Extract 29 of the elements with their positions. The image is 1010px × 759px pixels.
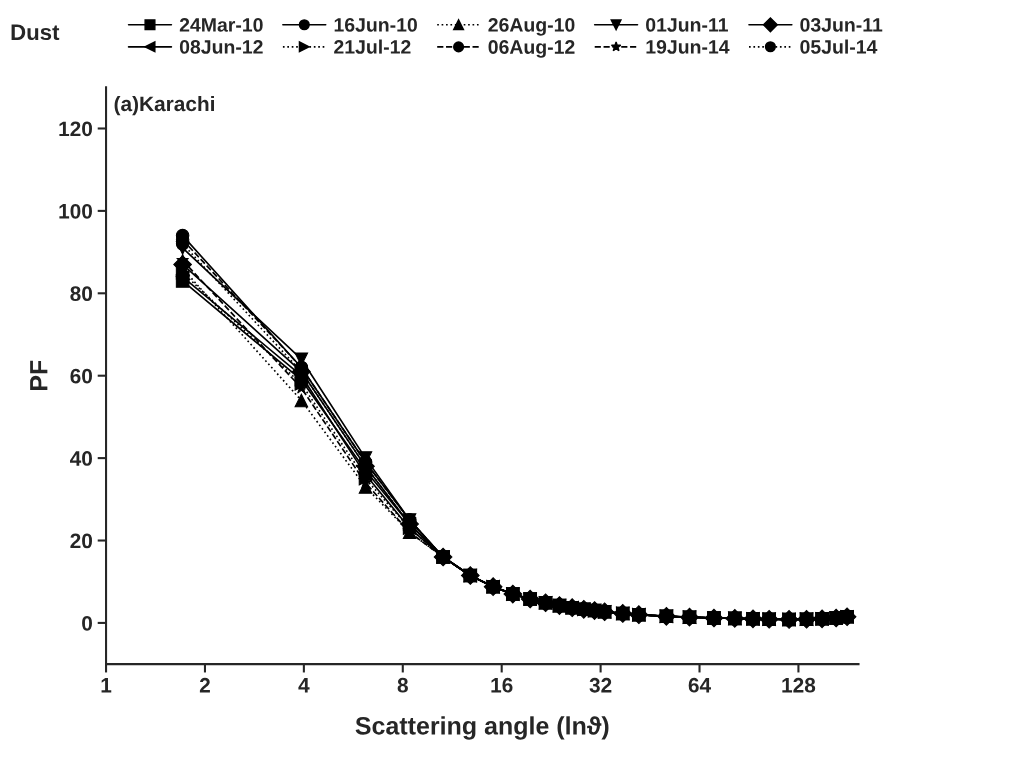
- x-tick-label: 128: [782, 677, 816, 693]
- y-tick-label: 0: [82, 615, 92, 631]
- x-tick-label: 16: [491, 677, 513, 693]
- x-tick-label: 1: [101, 678, 112, 693]
- x-tick-label: 8: [397, 677, 408, 693]
- legend-label: 21Jul-12: [334, 39, 411, 54]
- y-tick-label: 120: [59, 121, 93, 137]
- legend-label: 19Jun-14: [646, 40, 730, 54]
- legend-label: 26Aug-10: [488, 18, 575, 36]
- x-tick-label: 2: [199, 677, 210, 693]
- x-tick-label: 4: [298, 678, 310, 693]
- y-tick-label: 60: [70, 368, 92, 384]
- legend-label: 03Jun-11: [800, 18, 883, 32]
- legend-label: 08Jun-12: [179, 40, 263, 54]
- legend-label: 24Mar-10: [179, 18, 263, 32]
- y-tick-label: 100: [59, 203, 93, 219]
- x-tick-label: 32: [589, 677, 612, 693]
- legend-title: Dust: [11, 24, 60, 41]
- x-tick-label: 64: [688, 677, 711, 693]
- y-tick-label: 80: [70, 286, 92, 302]
- annotation: (a)Karachi: [114, 95, 214, 116]
- legend-label: 05Jul-14: [800, 39, 878, 54]
- legend-label: 16Jun-10: [334, 18, 417, 32]
- x-axis-title: Scattering angle (lnϑ): [355, 716, 609, 740]
- legend-label: 01Jun-11: [646, 18, 728, 32]
- y-tick-label: 40: [70, 451, 92, 466]
- y-tick-label: 20: [70, 533, 92, 549]
- y-axis-title: PF: [30, 360, 48, 391]
- legend-label: 06Aug-12: [488, 40, 575, 58]
